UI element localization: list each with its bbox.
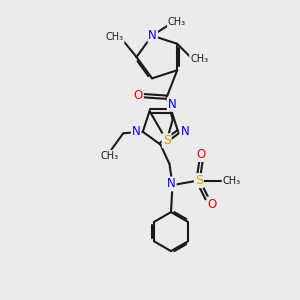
Text: S: S — [163, 134, 171, 147]
Text: CH₃: CH₃ — [101, 151, 119, 161]
Text: CH₃: CH₃ — [190, 54, 208, 64]
Text: N: N — [168, 98, 176, 111]
Text: CH₃: CH₃ — [106, 32, 124, 43]
Text: N: N — [180, 124, 189, 138]
Text: CH₃: CH₃ — [168, 17, 186, 27]
Text: S: S — [195, 174, 203, 187]
Text: N: N — [132, 124, 141, 138]
Text: O: O — [196, 148, 206, 161]
Text: CH₃: CH₃ — [223, 176, 241, 186]
Text: N: N — [148, 28, 157, 41]
Text: O: O — [134, 89, 143, 102]
Text: N: N — [167, 177, 176, 190]
Text: O: O — [208, 197, 217, 211]
